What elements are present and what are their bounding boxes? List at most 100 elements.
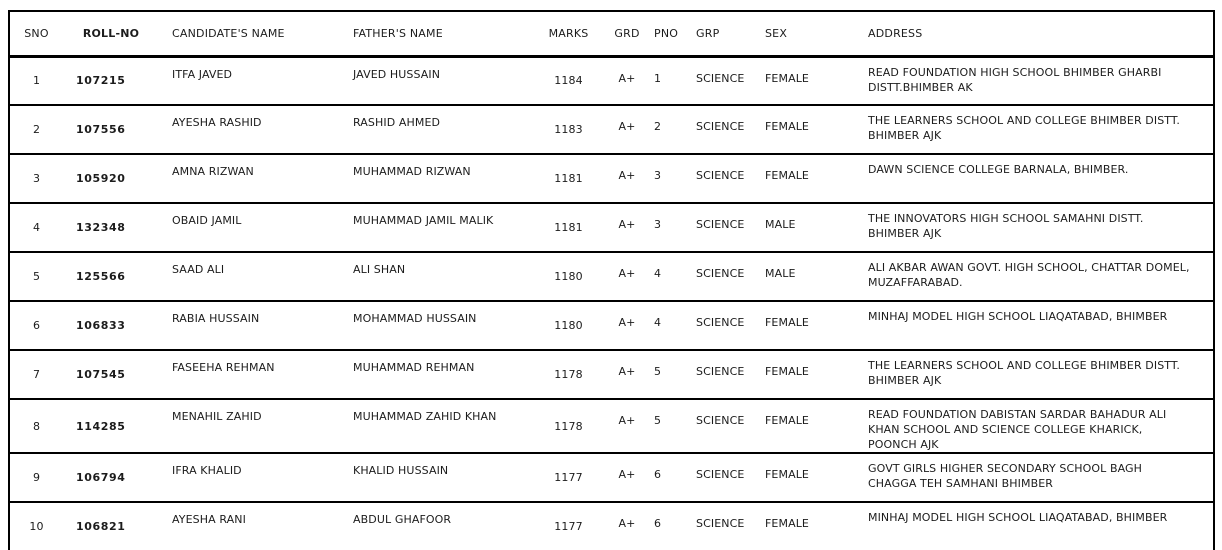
cell-grd: A+	[606, 399, 648, 454]
header-cell-sno: SNO	[9, 11, 63, 58]
cell-marks: 1180	[531, 301, 606, 351]
header-cell-grd: GRD	[606, 11, 648, 58]
cell-father-name: MUHAMMAD ZAHID KHAN	[346, 399, 531, 454]
table-row: 8 114285 MENAHIL ZAHID MUHAMMAD ZAHID KH…	[9, 399, 1214, 454]
cell-father-name: KHALID HUSSAIN	[346, 453, 531, 503]
cell-grd: A+	[606, 203, 648, 253]
cell-grd: A+	[606, 154, 648, 204]
cell-address: ALI AKBAR AWAN GOVT. HIGH SCHOOL, CHATTA…	[861, 252, 1214, 302]
cell-sex: FEMALE	[756, 301, 861, 351]
cell-roll-no: 105920	[63, 154, 159, 204]
cell-candidate-name: AYESHA RANI	[159, 502, 346, 550]
cell-marks: 1178	[531, 399, 606, 454]
cell-roll-no: 107215	[63, 56, 159, 106]
cell-grp: SCIENCE	[691, 301, 756, 351]
cell-address: MINHAJ MODEL HIGH SCHOOL LIAQATABAD, BHI…	[861, 301, 1214, 351]
cell-roll-no: 132348	[63, 203, 159, 253]
cell-roll-no: 107556	[63, 105, 159, 155]
cell-sex: FEMALE	[756, 56, 861, 106]
cell-pno: 4	[648, 252, 691, 302]
cell-marks: 1178	[531, 350, 606, 400]
cell-sno: 8	[9, 399, 63, 454]
cell-grd: A+	[606, 453, 648, 503]
table-row: 9 106794 IFRA KHALID KHALID HUSSAIN 1177…	[9, 453, 1214, 503]
cell-sex: FEMALE	[756, 350, 861, 400]
cell-roll-no: 106833	[63, 301, 159, 351]
cell-marks: 1184	[531, 56, 606, 106]
cell-sex: FEMALE	[756, 105, 861, 155]
cell-father-name: MUHAMMAD JAMIL MALIK	[346, 203, 531, 253]
cell-father-name: MUHAMMAD REHMAN	[346, 350, 531, 400]
results-table: SNO ROLL-NO CANDIDATE'S NAME FATHER'S NA…	[8, 10, 1215, 550]
cell-address: GOVT GIRLS HIGHER SECONDARY SCHOOL BAGH …	[861, 453, 1214, 503]
header-cell-roll-no: ROLL-NO	[63, 11, 159, 58]
table-row: 1 107215 ITFA JAVED JAVED HUSSAIN 1184 A…	[9, 56, 1214, 106]
cell-address: MINHAJ MODEL HIGH SCHOOL LIAQATABAD, BHI…	[861, 502, 1214, 550]
cell-marks: 1181	[531, 203, 606, 253]
header-cell-address: ADDRESS	[861, 11, 1214, 58]
cell-sex: MALE	[756, 203, 861, 253]
cell-sno: 3	[9, 154, 63, 204]
cell-candidate-name: OBAID JAMIL	[159, 203, 346, 253]
cell-pno: 1	[648, 56, 691, 106]
cell-sex: FEMALE	[756, 453, 861, 503]
header-cell-candidate-name: CANDIDATE'S NAME	[159, 11, 346, 58]
cell-grp: SCIENCE	[691, 453, 756, 503]
cell-roll-no: 107545	[63, 350, 159, 400]
cell-sno: 2	[9, 105, 63, 155]
cell-father-name: RASHID AHMED	[346, 105, 531, 155]
cell-candidate-name: SAAD ALI	[159, 252, 346, 302]
cell-address: READ FOUNDATION HIGH SCHOOL BHIMBER GHAR…	[861, 56, 1214, 106]
cell-grd: A+	[606, 350, 648, 400]
cell-candidate-name: IFRA KHALID	[159, 453, 346, 503]
cell-father-name: ALI SHAN	[346, 252, 531, 302]
cell-pno: 5	[648, 399, 691, 454]
cell-grd: A+	[606, 56, 648, 106]
table-row: 10 106821 AYESHA RANI ABDUL GHAFOOR 1177…	[9, 502, 1214, 550]
cell-marks: 1183	[531, 105, 606, 155]
cell-roll-no: 106794	[63, 453, 159, 503]
table-row: 5 125566 SAAD ALI ALI SHAN 1180 A+ 4 SCI…	[9, 252, 1214, 302]
cell-sno: 10	[9, 502, 63, 550]
cell-pno: 6	[648, 453, 691, 503]
cell-grp: SCIENCE	[691, 105, 756, 155]
cell-address: THE LEARNERS SCHOOL AND COLLEGE BHIMBER …	[861, 350, 1214, 400]
header-cell-sex: SEX	[756, 11, 861, 58]
cell-sno: 6	[9, 301, 63, 351]
cell-pno: 4	[648, 301, 691, 351]
cell-candidate-name: MENAHIL ZAHID	[159, 399, 346, 454]
cell-grp: SCIENCE	[691, 502, 756, 550]
cell-marks: 1177	[531, 502, 606, 550]
cell-marks: 1177	[531, 453, 606, 503]
results-tbody: 1 107215 ITFA JAVED JAVED HUSSAIN 1184 A…	[9, 56, 1214, 550]
cell-father-name: JAVED HUSSAIN	[346, 56, 531, 106]
header-cell-pno: PNO	[648, 11, 691, 58]
cell-father-name: MOHAMMAD HUSSAIN	[346, 301, 531, 351]
table-row: 4 132348 OBAID JAMIL MUHAMMAD JAMIL MALI…	[9, 203, 1214, 253]
cell-pno: 3	[648, 154, 691, 204]
cell-grp: SCIENCE	[691, 252, 756, 302]
cell-grd: A+	[606, 252, 648, 302]
cell-grp: SCIENCE	[691, 56, 756, 106]
cell-sex: FEMALE	[756, 399, 861, 454]
cell-grd: A+	[606, 301, 648, 351]
cell-candidate-name: RABIA HUSSAIN	[159, 301, 346, 351]
cell-address: DAWN SCIENCE COLLEGE BARNALA, BHIMBER.	[861, 154, 1214, 204]
cell-father-name: ABDUL GHAFOOR	[346, 502, 531, 550]
cell-pno: 3	[648, 203, 691, 253]
cell-sex: FEMALE	[756, 502, 861, 550]
cell-sno: 5	[9, 252, 63, 302]
cell-marks: 1181	[531, 154, 606, 204]
cell-candidate-name: AYESHA RASHID	[159, 105, 346, 155]
cell-marks: 1180	[531, 252, 606, 302]
cell-address: READ FOUNDATION DABISTAN SARDAR BAHADUR …	[861, 399, 1214, 454]
cell-sno: 4	[9, 203, 63, 253]
header-cell-grp: GRP	[691, 11, 756, 58]
cell-roll-no: 125566	[63, 252, 159, 302]
cell-pno: 2	[648, 105, 691, 155]
cell-candidate-name: ITFA JAVED	[159, 56, 346, 106]
cell-sno: 9	[9, 453, 63, 503]
cell-pno: 6	[648, 502, 691, 550]
cell-candidate-name: AMNA RIZWAN	[159, 154, 346, 204]
